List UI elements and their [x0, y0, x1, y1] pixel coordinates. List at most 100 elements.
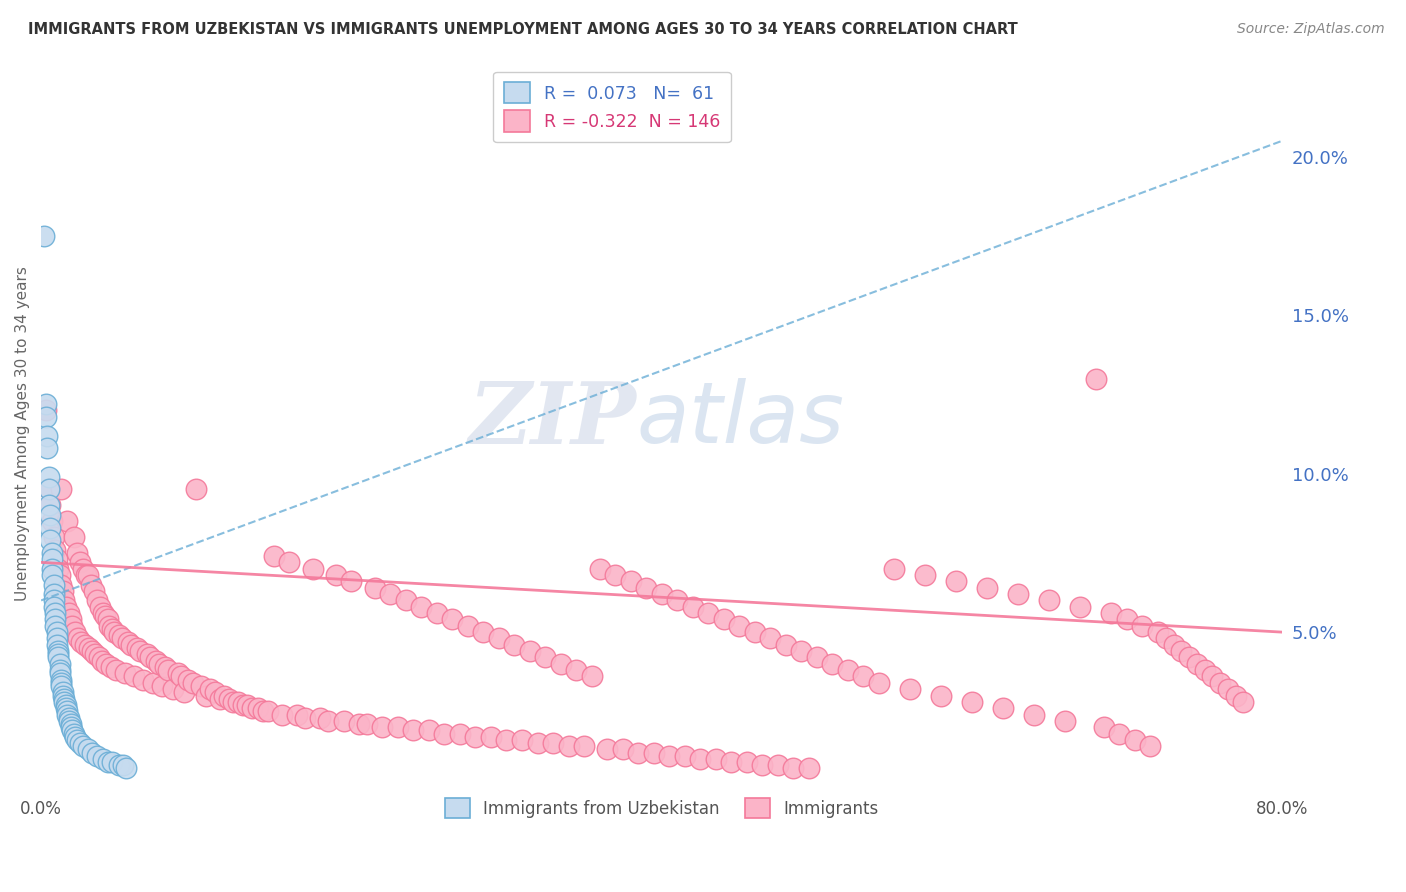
- Point: [190, 679, 212, 693]
- Point: [39, 520, 62, 534]
- Point: [1069, 599, 1091, 614]
- Point: [37, 442, 59, 456]
- Point: [411, 599, 433, 614]
- Point: [67, 632, 90, 646]
- Point: [52, 583, 75, 598]
- Point: [603, 568, 626, 582]
- Point: [55, 701, 77, 715]
- Point: [316, 714, 339, 728]
- Point: [991, 701, 1014, 715]
- Point: [122, 669, 145, 683]
- Point: [449, 726, 471, 740]
- Point: [142, 676, 165, 690]
- Point: [42, 530, 65, 544]
- Point: [1185, 657, 1208, 671]
- Point: [588, 562, 610, 576]
- Point: [186, 483, 208, 497]
- Point: [76, 742, 98, 756]
- Point: [541, 736, 564, 750]
- Point: [73, 638, 96, 652]
- Point: [222, 695, 245, 709]
- Point: [96, 657, 118, 671]
- Point: [51, 679, 73, 693]
- Y-axis label: Unemployment Among Ages 30 to 34 years: Unemployment Among Ages 30 to 34 years: [15, 267, 30, 601]
- Point: [157, 663, 180, 677]
- Point: [627, 746, 650, 760]
- Point: [581, 669, 603, 683]
- Point: [252, 704, 274, 718]
- Point: [138, 650, 160, 665]
- Point: [58, 714, 80, 728]
- Point: [97, 755, 120, 769]
- Point: [132, 673, 155, 687]
- Point: [309, 711, 332, 725]
- Point: [1084, 371, 1107, 385]
- Point: [347, 717, 370, 731]
- Point: [89, 599, 111, 614]
- Point: [960, 695, 983, 709]
- Point: [418, 723, 440, 738]
- Point: [75, 568, 97, 582]
- Point: [82, 644, 104, 658]
- Point: [80, 577, 103, 591]
- Point: [44, 619, 66, 633]
- Point: [914, 568, 936, 582]
- Point: [572, 739, 595, 754]
- Point: [797, 761, 820, 775]
- Point: [464, 730, 486, 744]
- Point: [150, 679, 173, 693]
- Point: [41, 552, 63, 566]
- Point: [236, 698, 259, 712]
- Point: [69, 736, 91, 750]
- Point: [35, 409, 58, 424]
- Point: [1178, 650, 1201, 665]
- Point: [472, 625, 495, 640]
- Point: [212, 689, 235, 703]
- Point: [87, 650, 110, 665]
- Point: [46, 644, 69, 658]
- Point: [619, 574, 641, 589]
- Point: [69, 555, 91, 569]
- Point: [72, 739, 94, 754]
- Point: [1108, 726, 1130, 740]
- Point: [97, 612, 120, 626]
- Point: [127, 640, 149, 655]
- Point: [42, 587, 65, 601]
- Point: [48, 657, 70, 671]
- Point: [270, 707, 292, 722]
- Legend: Immigrants from Uzbekistan, Immigrants: Immigrants from Uzbekistan, Immigrants: [439, 791, 884, 825]
- Point: [166, 666, 188, 681]
- Point: [117, 634, 139, 648]
- Point: [673, 748, 696, 763]
- Point: [100, 660, 122, 674]
- Point: [1232, 695, 1254, 709]
- Point: [56, 707, 79, 722]
- Point: [41, 546, 63, 560]
- Point: [162, 682, 184, 697]
- Point: [38, 483, 60, 497]
- Point: [1123, 732, 1146, 747]
- Point: [495, 732, 517, 747]
- Point: [56, 704, 79, 718]
- Point: [1116, 612, 1139, 626]
- Point: [35, 403, 58, 417]
- Point: [658, 748, 681, 763]
- Point: [76, 568, 98, 582]
- Point: [101, 755, 124, 769]
- Point: [42, 593, 65, 607]
- Point: [1132, 619, 1154, 633]
- Point: [41, 514, 63, 528]
- Point: [1170, 644, 1192, 658]
- Point: [177, 673, 200, 687]
- Point: [51, 577, 73, 591]
- Point: [426, 606, 449, 620]
- Point: [120, 638, 142, 652]
- Point: [806, 650, 828, 665]
- Point: [42, 599, 65, 614]
- Point: [208, 691, 231, 706]
- Point: [332, 714, 354, 728]
- Point: [519, 644, 541, 658]
- Point: [44, 612, 66, 626]
- Point: [457, 619, 479, 633]
- Point: [1194, 663, 1216, 677]
